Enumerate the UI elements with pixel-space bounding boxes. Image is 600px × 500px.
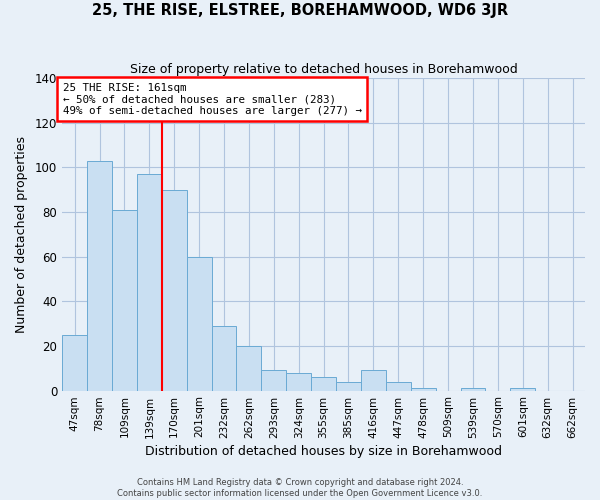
Bar: [311, 377, 336, 390]
X-axis label: Distribution of detached houses by size in Borehamwood: Distribution of detached houses by size …: [145, 444, 502, 458]
Bar: [87, 160, 112, 390]
Bar: [262, 370, 286, 390]
Title: Size of property relative to detached houses in Borehamwood: Size of property relative to detached ho…: [130, 62, 517, 76]
Bar: [411, 388, 436, 390]
Text: 25 THE RISE: 161sqm
← 50% of detached houses are smaller (283)
49% of semi-detac: 25 THE RISE: 161sqm ← 50% of detached ho…: [62, 82, 362, 116]
Bar: [236, 346, 262, 391]
Bar: [461, 388, 485, 390]
Bar: [62, 335, 87, 390]
Y-axis label: Number of detached properties: Number of detached properties: [15, 136, 28, 333]
Bar: [187, 256, 212, 390]
Bar: [511, 388, 535, 390]
Bar: [386, 382, 411, 390]
Bar: [212, 326, 236, 390]
Bar: [286, 372, 311, 390]
Text: Contains HM Land Registry data © Crown copyright and database right 2024.
Contai: Contains HM Land Registry data © Crown c…: [118, 478, 482, 498]
Bar: [112, 210, 137, 390]
Text: 25, THE RISE, ELSTREE, BOREHAMWOOD, WD6 3JR: 25, THE RISE, ELSTREE, BOREHAMWOOD, WD6 …: [92, 2, 508, 18]
Bar: [137, 174, 162, 390]
Bar: [162, 190, 187, 390]
Bar: [336, 382, 361, 390]
Bar: [361, 370, 386, 390]
